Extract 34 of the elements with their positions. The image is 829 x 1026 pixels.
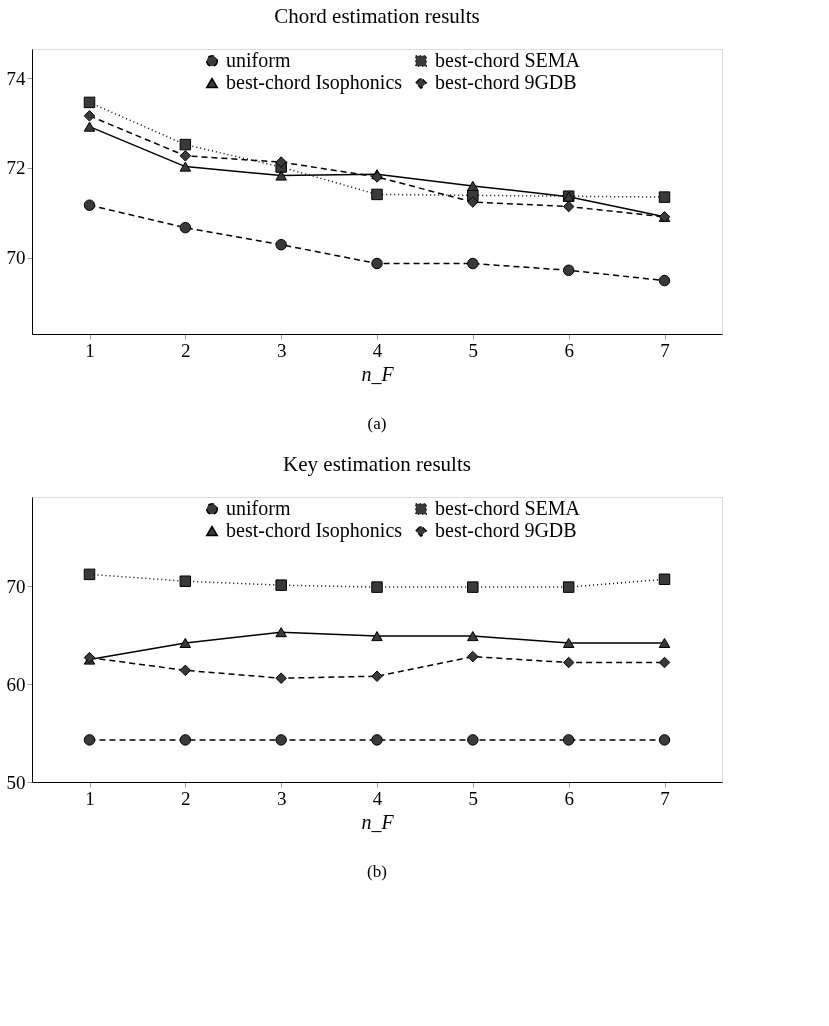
x-tick-label: 5 xyxy=(468,339,479,361)
legend-label: best-chord SEMA xyxy=(435,49,581,71)
chart-title: Chord estimation results xyxy=(274,4,480,28)
x-tick-label: 6 xyxy=(564,787,574,809)
y-tick-label: 70 xyxy=(6,247,26,269)
x-tick-label: 5 xyxy=(468,787,479,809)
y-tick-label: 60 xyxy=(6,673,26,695)
legend-label: uniform xyxy=(226,49,291,71)
chart-title: Key estimation results xyxy=(283,452,471,476)
x-tick-label: 2 xyxy=(181,339,191,361)
legend-label: best-chord Isophonics xyxy=(226,519,403,542)
y-tick-label: 74 xyxy=(6,67,26,89)
x-axis-title: n_F xyxy=(361,810,395,833)
legend-label: best-chord 9GDB xyxy=(435,71,577,93)
y-tick-label: 70 xyxy=(6,575,26,597)
x-tick-label: 1 xyxy=(85,787,95,809)
x-tick-label: 3 xyxy=(276,787,287,809)
y-tick-label: 72 xyxy=(6,157,26,179)
text: (a) xyxy=(367,414,387,433)
legend-label: best-chord 9GDB xyxy=(435,519,577,541)
legend-label: best-chord SEMA xyxy=(435,497,581,519)
x-tick-label: 1 xyxy=(85,339,95,361)
legend-label: best-chord Isophonics xyxy=(226,71,403,94)
x-tick-label: 4 xyxy=(372,339,383,361)
x-tick-label: 7 xyxy=(660,339,670,361)
y-tick-label: 50 xyxy=(6,771,26,793)
text: (b) xyxy=(367,862,387,881)
x-tick-label: 4 xyxy=(372,787,383,809)
x-tick-label: 7 xyxy=(660,787,670,809)
x-tick-label: 3 xyxy=(276,339,287,361)
legend-label: uniform xyxy=(226,497,291,519)
x-tick-label: 2 xyxy=(181,787,191,809)
x-axis-title: n_F xyxy=(361,362,395,385)
x-tick-label: 6 xyxy=(564,339,574,361)
